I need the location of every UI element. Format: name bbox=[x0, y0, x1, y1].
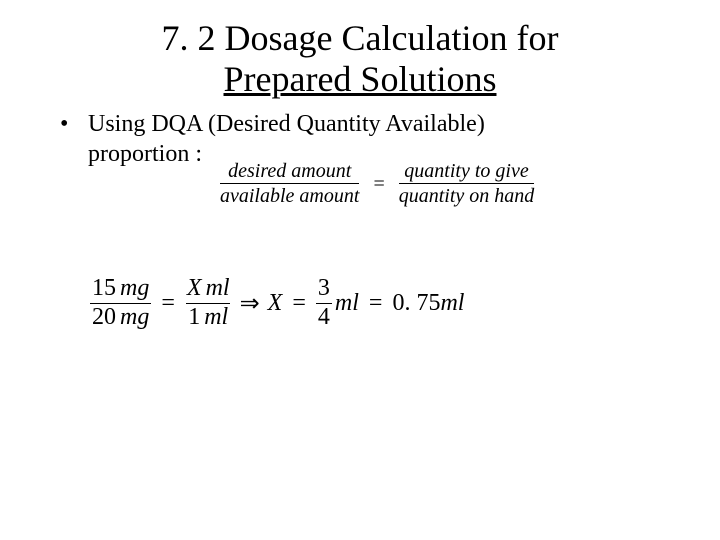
title-line1: 7. 2 Dosage Calculation for bbox=[162, 18, 559, 58]
fraction-denominator: 1ml bbox=[186, 303, 230, 332]
fraction-denominator: 20mg bbox=[90, 303, 151, 332]
fraction-numerator: 15mg bbox=[90, 275, 151, 303]
fraction-numerator: quantity to give bbox=[404, 160, 528, 183]
bullet-line2: proportion : bbox=[88, 141, 202, 167]
fraction-denominator: quantity on hand bbox=[399, 183, 535, 208]
result-unit: ml bbox=[440, 290, 464, 317]
proportion-equation: desired amount available amount = quanti… bbox=[220, 160, 534, 208]
unit: mg bbox=[120, 275, 149, 301]
proportion-fraction-right: quantity to give quantity on hand bbox=[399, 160, 535, 208]
worked-equation: 15mg 20mg = Xml 1ml ⇒ X = 3 4 ml = 0. 75… bbox=[90, 275, 464, 331]
slide: 7. 2 Dosage Calculation for Prepared Sol… bbox=[0, 0, 720, 540]
title-line2: Prepared Solutions bbox=[224, 59, 497, 99]
bullet-marker: • bbox=[60, 109, 88, 139]
value: 20 bbox=[92, 304, 116, 330]
bullet-line1: Using DQA (Desired Quantity Available) bbox=[88, 111, 485, 137]
fraction-15-over-20: 15mg 20mg bbox=[90, 275, 151, 331]
equals-sign: = bbox=[369, 173, 388, 196]
fraction-denominator: 4 bbox=[316, 303, 332, 332]
slide-title: 7. 2 Dosage Calculation for Prepared Sol… bbox=[0, 0, 720, 101]
result-value: 0. 75 bbox=[392, 290, 440, 317]
fraction-3-over-4: 3 4 bbox=[316, 275, 332, 331]
proportion-fraction-left: desired amount available amount bbox=[220, 160, 359, 208]
unit: ml bbox=[206, 275, 230, 301]
fraction-denominator: available amount bbox=[220, 183, 359, 208]
variable-x: X bbox=[268, 290, 283, 317]
variable: X bbox=[187, 275, 202, 301]
equals-sign: = bbox=[282, 290, 316, 317]
fraction-numerator: Xml bbox=[185, 275, 232, 303]
fraction-numerator: desired amount bbox=[228, 160, 351, 183]
unit: mg bbox=[120, 304, 149, 330]
fraction-x-over-1: Xml 1ml bbox=[185, 275, 232, 331]
equals-sign: = bbox=[359, 290, 393, 317]
equals-sign: = bbox=[151, 290, 185, 317]
fraction-numerator: 3 bbox=[316, 275, 332, 303]
value: 15 bbox=[92, 275, 116, 301]
implies-arrow: ⇒ bbox=[232, 289, 268, 318]
unit: ml bbox=[335, 290, 359, 317]
unit: ml bbox=[204, 304, 228, 330]
slide-body: • Using DQA (Desired Quantity Available)… bbox=[0, 101, 720, 169]
value: 1 bbox=[188, 304, 200, 330]
